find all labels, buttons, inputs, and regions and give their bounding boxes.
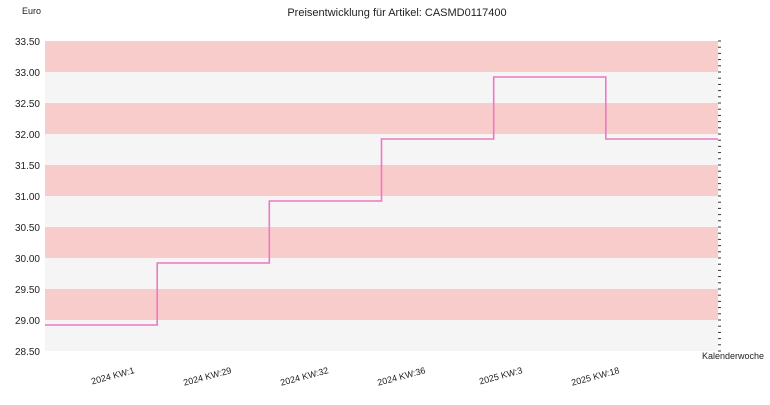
y-tick-label: 32.50 <box>15 99 40 110</box>
y-tick-label: 33.50 <box>15 37 40 48</box>
y-tick-label: 30.00 <box>15 254 40 265</box>
background-bands <box>45 41 718 351</box>
x-tick-label: 2024 KW:29 <box>182 365 232 387</box>
band <box>45 289 718 320</box>
y-tick-label: 28.50 <box>15 347 40 358</box>
band <box>45 103 718 134</box>
chart-title: Preisentwicklung für Artikel: CASMD01174… <box>287 7 506 19</box>
y-tick-label: 32.00 <box>15 130 40 141</box>
x-tick-label: 2024 KW:1 <box>90 365 135 386</box>
x-axis-label: Kalenderwoche <box>702 351 764 361</box>
y-tick-label: 31.00 <box>15 192 40 203</box>
band <box>45 41 718 72</box>
y-tick-label: 30.50 <box>15 223 40 234</box>
x-tick-label: 2024 KW:32 <box>279 365 329 387</box>
y-tick-label: 31.50 <box>15 161 40 172</box>
x-tick-label: 2024 KW:36 <box>376 365 426 387</box>
price-step-line <box>45 76 718 326</box>
right-axis-ticks <box>718 40 721 352</box>
y-tick-label: 29.50 <box>15 285 40 296</box>
x-axis-ticks: 2024 KW:1 2024 KW:29 2024 KW:32 2024 KW:36 2… <box>90 365 620 387</box>
x-tick-label: 2025 KW:18 <box>570 365 620 387</box>
y-axis-ticks: 28.50 29.00 29.50 30.00 30.50 31.00 31.50 32.00… <box>15 37 40 358</box>
x-tick-label: 2025 KW:3 <box>478 365 523 386</box>
band <box>45 258 718 289</box>
band <box>45 227 718 258</box>
y-tick-label: 33.00 <box>15 68 40 79</box>
band <box>45 72 718 103</box>
y-tick-label: 29.00 <box>15 316 40 327</box>
y-axis-label: Euro <box>22 6 41 16</box>
